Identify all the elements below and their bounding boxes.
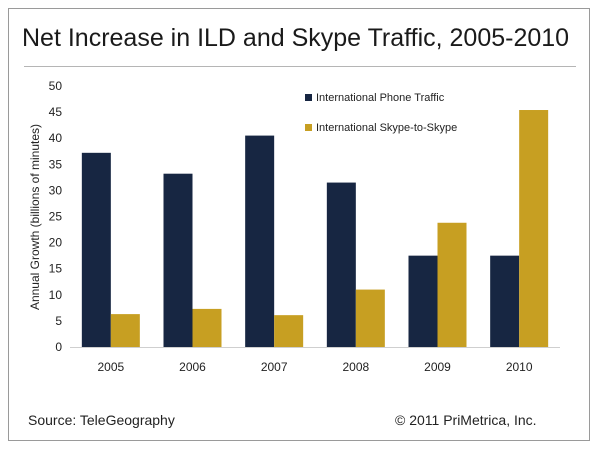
chart-title: Net Increase in ILD and Skype Traffic, 2… xyxy=(22,24,570,52)
x-tick-label: 2006 xyxy=(179,360,206,374)
title-divider xyxy=(24,66,576,67)
y-tick-label: 35 xyxy=(49,157,63,171)
y-tick-label: 45 xyxy=(49,105,63,119)
y-tick-label: 50 xyxy=(49,79,63,93)
source-note: Source: TeleGeography xyxy=(28,412,175,428)
bar-phone-2006 xyxy=(163,173,193,347)
bar-skype-2010 xyxy=(519,110,549,348)
y-tick-label: 10 xyxy=(49,288,63,302)
bar-phone-2009 xyxy=(408,255,438,347)
legend-swatch xyxy=(305,94,312,101)
y-axis-label: Annual Growth (billions of minutes) xyxy=(28,124,42,310)
x-tick-label: 2007 xyxy=(261,360,288,374)
bar-phone-2008 xyxy=(326,182,356,347)
bar-skype-2005 xyxy=(110,314,140,347)
bars xyxy=(81,110,549,348)
bar-phone-2010 xyxy=(490,255,520,347)
x-tick-label: 2005 xyxy=(97,360,124,374)
legend-swatch xyxy=(305,124,312,131)
y-tick-label: 40 xyxy=(49,131,63,145)
legend-label: International Skype-to-Skype xyxy=(316,122,457,134)
copyright-note: © 2011 PriMetrica, Inc. xyxy=(395,412,537,428)
y-tick-label: 30 xyxy=(49,183,63,197)
bar-phone-2005 xyxy=(81,152,111,347)
y-tick-label: 15 xyxy=(49,262,63,276)
bar-skype-2008 xyxy=(355,289,385,347)
y-axis: 0 5 10 15 20 25 30 35 40 45 50 xyxy=(49,79,63,354)
y-tick-label: 0 xyxy=(55,340,62,354)
bar-skype-2009 xyxy=(437,222,467,347)
legend: International Phone Traffic International… xyxy=(305,92,457,134)
legend-label: International Phone Traffic xyxy=(316,92,445,104)
x-tick-label: 2008 xyxy=(342,360,369,374)
x-tick-label: 2010 xyxy=(506,360,533,374)
bar-phone-2007 xyxy=(245,135,275,347)
y-tick-label: 25 xyxy=(49,210,63,224)
x-axis: 2005 2006 2007 2008 2009 2010 xyxy=(70,347,560,374)
bar-skype-2006 xyxy=(192,308,222,347)
y-tick-label: 5 xyxy=(55,314,62,328)
y-tick-label: 20 xyxy=(49,236,63,250)
bar-skype-2007 xyxy=(274,315,304,347)
x-tick-label: 2009 xyxy=(424,360,451,374)
